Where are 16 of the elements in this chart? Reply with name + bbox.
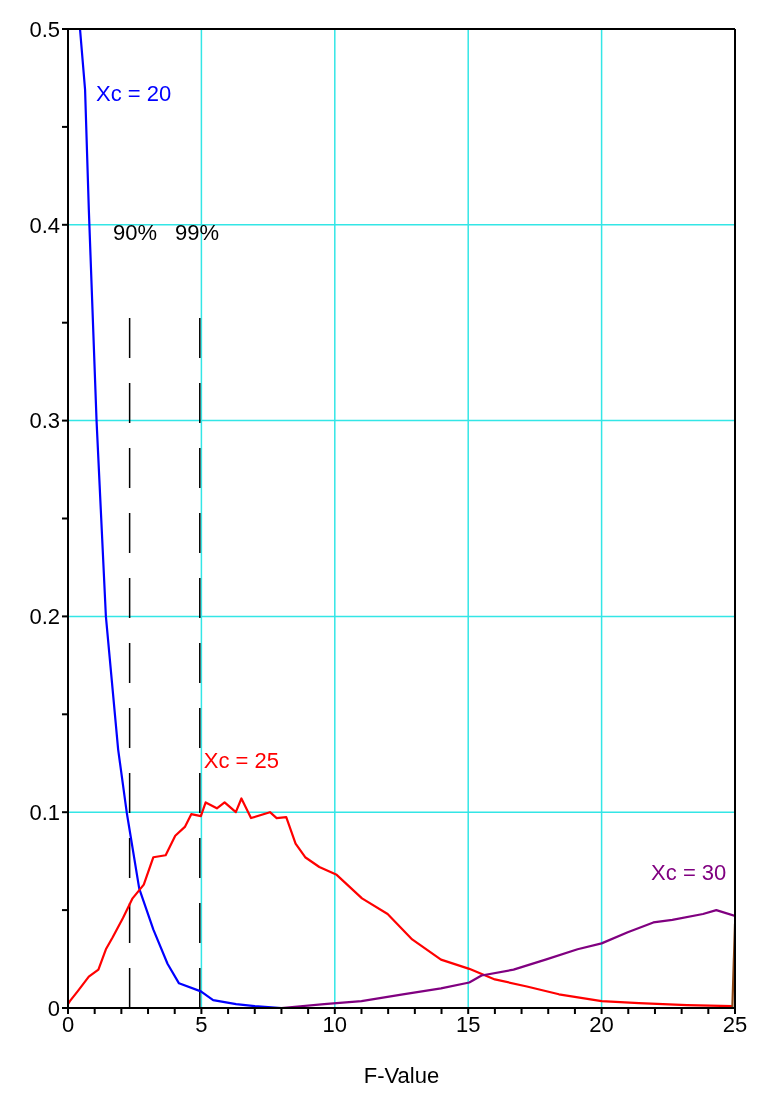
series-label: Xc = 25 bbox=[203, 748, 280, 774]
y-tick-label: 0.3 bbox=[29, 408, 60, 434]
annotation: 90% bbox=[112, 220, 157, 246]
x-tick-label: 5 bbox=[195, 1011, 208, 1037]
x-tick-label: 10 bbox=[322, 1011, 348, 1037]
x-tick-label: 20 bbox=[589, 1011, 614, 1037]
y-tick-label: 0.2 bbox=[29, 604, 60, 630]
y-tick-label: 0 bbox=[47, 995, 60, 1021]
y-tick-label: 0.4 bbox=[29, 212, 60, 238]
series-label: Xc = 20 bbox=[96, 81, 172, 106]
y-tick-label: 0.5 bbox=[29, 16, 60, 42]
y-tick-label: 0.1 bbox=[29, 800, 60, 826]
x-tick-label: 25 bbox=[722, 1011, 748, 1037]
series-label: Xc = 30 bbox=[651, 860, 727, 886]
x-axis-title: F-Value bbox=[363, 1063, 440, 1088]
x-tick-label: 15 bbox=[455, 1011, 481, 1037]
